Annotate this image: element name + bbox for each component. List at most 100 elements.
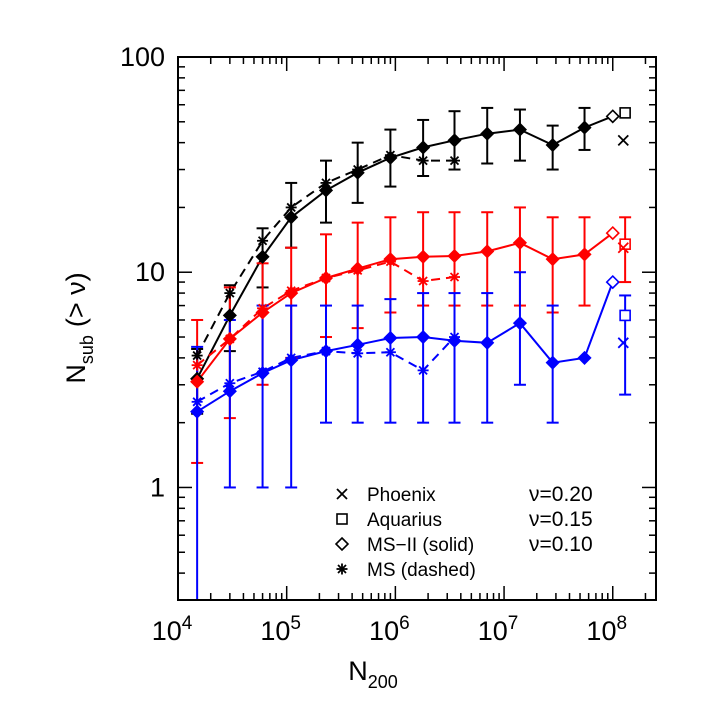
legend-item-ms: MS (dashed) bbox=[336, 560, 476, 581]
legend-item-aquarius: Aquarius bbox=[336, 510, 442, 531]
error-bar bbox=[481, 292, 494, 424]
x-tick-label: 108 bbox=[586, 613, 627, 646]
data-point-ms-ii bbox=[255, 249, 270, 264]
legend-marker-symbol bbox=[336, 513, 348, 525]
data-point-ms bbox=[320, 345, 332, 357]
error-bar bbox=[351, 304, 364, 424]
legend-threshold-0.15: ν=0.15 bbox=[529, 508, 593, 531]
data-point-ms-ii bbox=[480, 126, 495, 141]
data-point-ms-ii bbox=[284, 210, 299, 225]
data-point-ms-ii bbox=[480, 335, 495, 350]
series-line-ms-ii-nu-0.20 bbox=[196, 281, 614, 413]
data-point-ms bbox=[449, 271, 461, 283]
data-point-ms bbox=[191, 359, 203, 371]
y-tick-label: 100 bbox=[120, 42, 165, 72]
legend-marker-symbol bbox=[336, 488, 348, 500]
data-point-ms bbox=[224, 287, 236, 299]
series-line-ms-ii-nu-0.10 bbox=[196, 115, 614, 380]
data-point-ms bbox=[384, 256, 396, 268]
data-point-ms bbox=[417, 155, 429, 167]
data-point-ms bbox=[320, 177, 332, 189]
phoenix-point bbox=[617, 242, 629, 254]
legend-label-ms-ii: MS−II (solid) bbox=[367, 535, 474, 556]
y-tick-label: 1 bbox=[150, 472, 165, 502]
aquarius-point bbox=[619, 238, 631, 250]
legend-x-marker bbox=[336, 488, 348, 500]
data-point-ms bbox=[257, 302, 269, 314]
x-tick-label: 104 bbox=[152, 613, 193, 646]
data-point-ms bbox=[224, 377, 236, 389]
data-point-ms bbox=[285, 352, 297, 364]
x-axis-label: N200 bbox=[348, 656, 398, 692]
data-point-ms-ii bbox=[605, 109, 620, 124]
error-bar bbox=[417, 292, 430, 424]
x-tick-label: 105 bbox=[260, 613, 301, 646]
error-bar bbox=[256, 304, 269, 489]
data-point-ms-ii bbox=[545, 355, 560, 370]
data-point-ms bbox=[285, 285, 297, 297]
data-point-ms-ii bbox=[447, 248, 462, 264]
legend-diamond-marker bbox=[334, 536, 350, 552]
legend-label-phoenix: Phoenix bbox=[367, 485, 436, 506]
data-point-ms bbox=[417, 364, 429, 376]
aquarius-point bbox=[619, 107, 631, 119]
data-point-ms-ii bbox=[545, 137, 560, 153]
x-tick-label: 107 bbox=[478, 613, 519, 646]
legend-marker-symbol bbox=[334, 536, 350, 552]
data-point-ms bbox=[191, 350, 203, 362]
error-bar bbox=[320, 304, 333, 424]
data-point-ms-ii bbox=[605, 274, 620, 290]
data-point-ms bbox=[352, 264, 364, 276]
y-tick-label: 10 bbox=[135, 257, 165, 287]
data-point-ms-ii bbox=[190, 374, 205, 389]
data-point-ms bbox=[384, 346, 396, 358]
x-tick-label: 106 bbox=[369, 613, 410, 646]
data-point-ms bbox=[285, 201, 297, 213]
data-point-ms bbox=[449, 155, 461, 167]
data-point-ms-ii bbox=[577, 350, 592, 365]
legend-label-ms: MS (dashed) bbox=[367, 560, 476, 581]
data-point-ms bbox=[191, 396, 203, 408]
series-line-ms-ii-nu-0.15 bbox=[196, 232, 614, 383]
legend-item-ms-ii: MS−II (solid) bbox=[334, 535, 474, 556]
data-point-ms bbox=[257, 235, 269, 247]
data-point-ms-ii bbox=[577, 120, 592, 135]
data-point-ms-ii bbox=[605, 225, 620, 241]
legend: Phoenix Aquarius MS−II (solid) MS (dashe… bbox=[334, 483, 593, 581]
error-bar bbox=[191, 345, 204, 600]
data-point-ms-ii bbox=[480, 244, 495, 259]
data-point-ms bbox=[449, 331, 461, 343]
legend-threshold-0.20: ν=0.20 bbox=[529, 483, 593, 506]
data-point-ms bbox=[257, 366, 269, 378]
data-point-ms-ii bbox=[222, 384, 237, 399]
data-point-ms-ii bbox=[512, 316, 528, 331]
legend-asterisk-marker bbox=[336, 563, 348, 575]
data-point-ms-ii bbox=[416, 249, 431, 264]
data-point-ms bbox=[352, 347, 364, 359]
axes-layer: 104 105 106 107 108 1 10 100 bbox=[120, 42, 657, 646]
data-point-ms-ii bbox=[545, 252, 560, 267]
data-point-ms bbox=[352, 164, 364, 176]
phoenix-point bbox=[617, 134, 629, 146]
legend-item-phoenix: Phoenix bbox=[336, 485, 436, 506]
error-bar bbox=[481, 211, 494, 307]
error-bar bbox=[448, 292, 461, 424]
phoenix-point bbox=[617, 337, 629, 349]
markers-layer bbox=[190, 109, 620, 419]
data-point-ms-ii bbox=[416, 140, 431, 155]
error-bar bbox=[384, 298, 397, 424]
data-point-ms-ii bbox=[416, 329, 431, 345]
data-point-ms-ii bbox=[577, 247, 592, 262]
data-point-ms-ii bbox=[190, 404, 205, 419]
error-bar bbox=[285, 304, 298, 489]
legend-square-marker bbox=[336, 513, 348, 525]
aquarius-point bbox=[619, 309, 631, 322]
data-point-ms bbox=[224, 333, 236, 345]
data-point-ms-ii bbox=[512, 122, 528, 137]
data-point-ms-ii bbox=[447, 133, 462, 148]
data-point-ms bbox=[417, 275, 429, 287]
data-point-ms-ii bbox=[383, 330, 398, 346]
legend-marker-symbol bbox=[336, 563, 348, 575]
data-point-ms-ii bbox=[222, 308, 237, 323]
